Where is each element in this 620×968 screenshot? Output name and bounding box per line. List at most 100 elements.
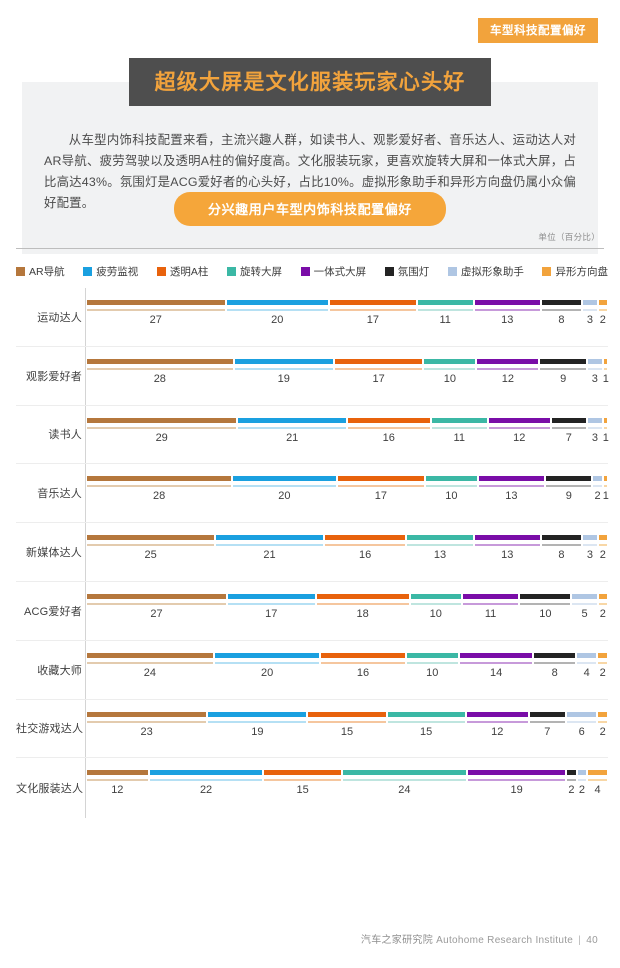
bar-segment-underline	[87, 661, 213, 664]
chart-bar-segment[interactable]: 4	[576, 652, 597, 693]
legend-swatch-icon	[447, 266, 457, 276]
chart-bar-segment[interactable]: 20	[232, 476, 336, 516]
chart-bar-segment[interactable]: 12	[86, 770, 149, 810]
chart-bar-segment[interactable]: 12	[466, 711, 529, 752]
chart-bar-segment[interactable]: 18	[316, 593, 410, 634]
chart-bar-segment[interactable]: 2	[597, 652, 608, 693]
chart-bar-segment[interactable]: 5	[571, 593, 597, 634]
bar-segment-fill	[603, 476, 607, 482]
chart-bar-segment[interactable]: 10	[423, 358, 476, 399]
chart-bar-segment[interactable]: 10	[425, 476, 477, 516]
chart-bar-segment[interactable]: 2	[598, 300, 608, 340]
bar-segment-fill	[598, 593, 607, 599]
chart-bar-segment[interactable]: 13	[474, 535, 541, 575]
chart-bar-segment[interactable]: 1	[603, 476, 609, 516]
chart-bar-segment[interactable]: 10	[410, 593, 462, 634]
legend-item[interactable]: 疲劳监视	[83, 264, 138, 279]
chart-bar-segment[interactable]: 7	[551, 417, 588, 458]
chart-bar-segment[interactable]: 19	[234, 358, 334, 399]
bar-segment-underline	[407, 544, 473, 547]
legend-item[interactable]: 旋转大屏	[226, 264, 282, 279]
footer-page-number: 40	[586, 935, 598, 946]
chart-bar-segment[interactable]: 24	[86, 652, 214, 693]
chart-bar-segment[interactable]: 3	[582, 535, 598, 575]
chart-bar-segment[interactable]: 16	[324, 535, 407, 575]
legend-item[interactable]: 异形方向盘	[542, 264, 608, 279]
chart-bar-segment[interactable]: 13	[406, 535, 473, 575]
bar-segment-fill	[348, 417, 430, 423]
chart-bar-segment[interactable]: 11	[431, 417, 488, 458]
bar-segment-fill	[529, 711, 565, 717]
chart-bar-segment[interactable]: 14	[459, 652, 534, 693]
chart-bar-segment[interactable]: 8	[541, 535, 582, 575]
chart-bar-segment[interactable]: 27	[86, 593, 227, 634]
bar-segment-underline	[466, 720, 528, 723]
chart-bar-segment[interactable]: 13	[474, 300, 541, 340]
legend-swatch-icon	[156, 266, 166, 276]
legend-item[interactable]: 一体式大屏	[300, 264, 366, 279]
chart-bar-segment[interactable]: 29	[86, 417, 237, 458]
chart-bar-segment[interactable]: 8	[541, 300, 582, 340]
chart-bar-segment[interactable]: 23	[86, 711, 207, 752]
chart-bar-segment[interactable]: 9	[539, 358, 586, 399]
chart-bar-segment[interactable]: 25	[86, 535, 215, 575]
chart-bar-segment[interactable]: 9	[545, 476, 592, 516]
chart-bar-segment[interactable]: 15	[263, 770, 341, 810]
chart-bar-segment[interactable]: 12	[488, 417, 551, 458]
bar-segment-value: 11	[439, 314, 451, 326]
bar-segment-value: 11	[484, 607, 497, 620]
chart-bar-segment[interactable]: 27	[86, 300, 226, 340]
chart-bar-segment[interactable]: 11	[462, 593, 519, 634]
chart-bar-segment[interactable]: 2	[592, 476, 602, 516]
chart-bar-segment[interactable]: 17	[334, 358, 424, 399]
bar-segment-fill	[540, 358, 586, 364]
chart-bar-segment[interactable]: 4	[587, 770, 608, 810]
chart-bar-segment[interactable]: 17	[227, 593, 316, 634]
bar-segment-value: 7	[565, 431, 572, 444]
chart-bar-segment[interactable]: 28	[86, 358, 234, 399]
chart-bar-segment[interactable]: 20	[214, 652, 321, 693]
chart-bar-segment[interactable]: 12	[476, 358, 539, 399]
chart-bar-segment[interactable]: 16	[320, 652, 405, 693]
bar-segment-underline	[468, 779, 566, 782]
chart-bar-segment[interactable]: 2	[598, 535, 608, 575]
chart-bar-segment[interactable]: 7	[529, 711, 566, 752]
chart-bar-segment[interactable]: 3	[582, 300, 598, 340]
bar-segment-underline	[337, 485, 425, 488]
legend-item[interactable]: AR导航	[16, 264, 65, 279]
chart-bar-segment[interactable]: 2	[566, 770, 576, 810]
chart-bar-segment[interactable]: 24	[342, 770, 467, 810]
chart-bar-segment[interactable]: 19	[207, 711, 307, 752]
chart-bar-segment[interactable]: 2	[577, 770, 587, 810]
chart-bar-segment[interactable]: 19	[467, 770, 566, 810]
chart-bar-segment[interactable]: 3	[587, 358, 603, 399]
chart-bar-segment[interactable]: 17	[337, 476, 426, 516]
chart-bar-segment[interactable]: 6	[566, 711, 598, 752]
chart-bar-segment[interactable]: 1	[603, 358, 609, 399]
chart-bar-segment[interactable]: 21	[237, 417, 347, 458]
legend-item[interactable]: 氛围灯	[384, 264, 429, 279]
chart-bar-segment[interactable]: 8	[533, 652, 576, 693]
chart-bar-segment[interactable]: 17	[329, 300, 417, 340]
legend-item[interactable]: 虚拟形象助手	[447, 264, 524, 279]
bar-segment-fill	[264, 770, 341, 776]
chart-row: ACG爱好者 27 17 18 10 11 10 5 2	[16, 582, 608, 641]
chart-bar-segment[interactable]: 2	[598, 593, 608, 634]
chart-bar-segment[interactable]: 16	[347, 417, 431, 458]
chart-bar-segment[interactable]: 10	[519, 593, 571, 634]
chart-bar-segment[interactable]: 3	[587, 417, 603, 458]
chart-bar-segment[interactable]: 15	[307, 711, 386, 752]
chart-bar-segment[interactable]: 15	[387, 711, 466, 752]
bar-segment-value: 20	[278, 490, 291, 503]
chart-bar-segment[interactable]: 2	[597, 711, 608, 752]
legend-item[interactable]: 透明A柱	[156, 264, 208, 279]
chart-bar-segment[interactable]: 10	[406, 652, 459, 693]
chart-bar-segment[interactable]: 22	[149, 770, 264, 810]
chart-bar-segment[interactable]: 1	[603, 417, 609, 458]
chart-bar-segment[interactable]: 21	[215, 535, 324, 575]
chart-bar-segment[interactable]: 20	[226, 300, 329, 340]
bar-segment-value: 7	[544, 725, 551, 738]
chart-bar-segment[interactable]: 11	[417, 300, 474, 340]
chart-bar-segment[interactable]: 13	[478, 476, 546, 516]
chart-bar-segment[interactable]: 28	[86, 476, 232, 516]
